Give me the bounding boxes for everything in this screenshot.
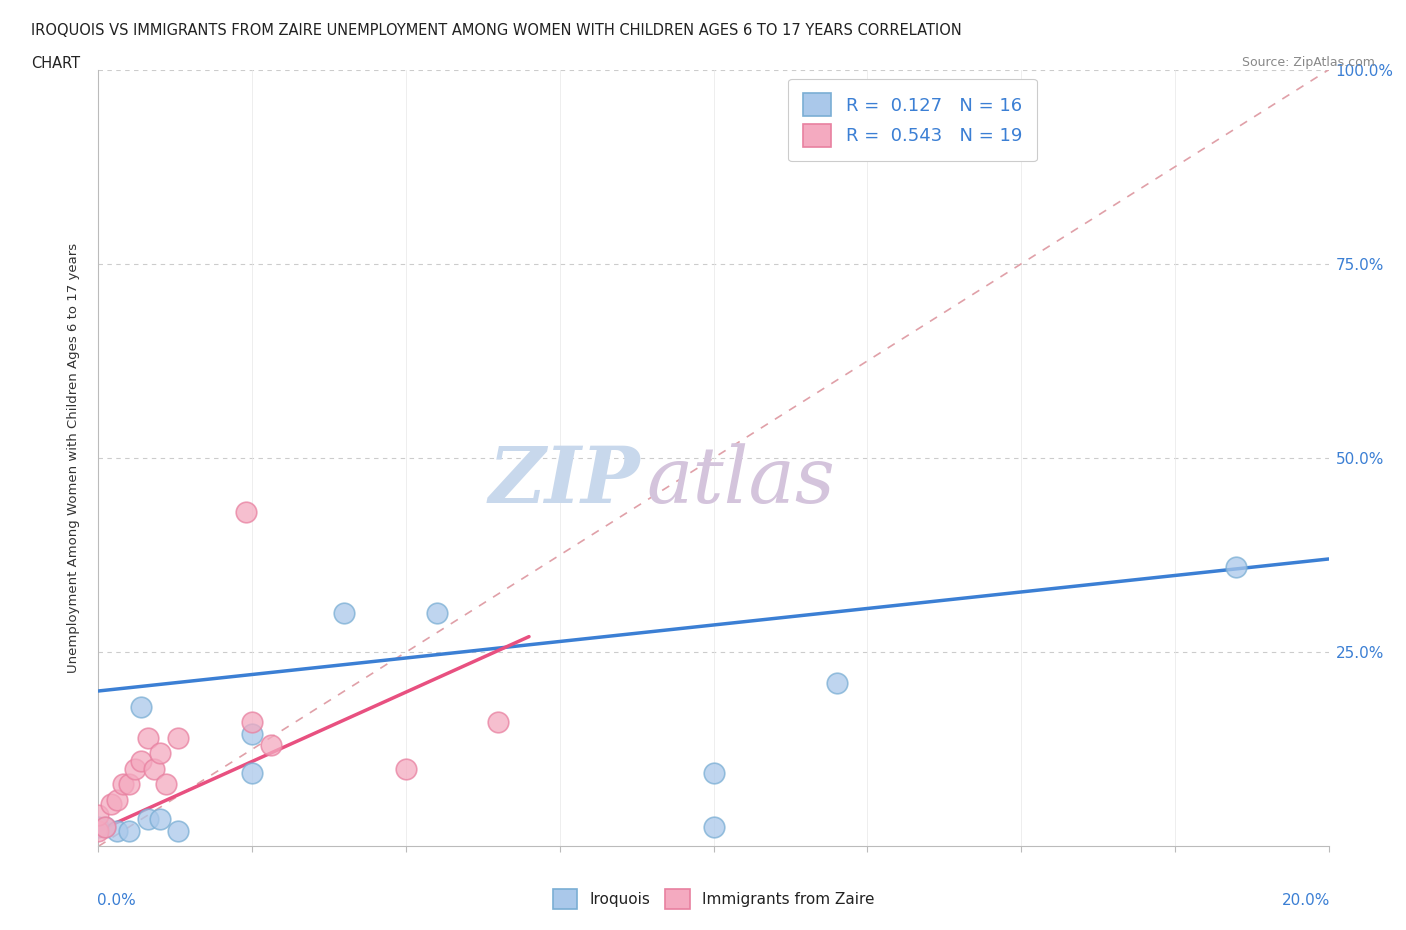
Point [100, 796, 122, 811]
Point [240, 714, 263, 729]
Point [167, 823, 190, 838]
Point [112, 777, 135, 791]
Point [87, 808, 110, 823]
Point [136, 812, 159, 827]
Text: 0.0%: 0.0% [97, 893, 136, 908]
Point [93, 819, 115, 834]
Point [105, 823, 128, 838]
Point [105, 792, 128, 807]
Point [118, 777, 141, 791]
Point [167, 730, 190, 745]
Text: Source: ZipAtlas.com: Source: ZipAtlas.com [1241, 56, 1375, 69]
Y-axis label: Unemployment Among Women with Children Ages 6 to 17 years: Unemployment Among Women with Children A… [67, 243, 80, 673]
Point [1225, 559, 1247, 574]
Point [87, 823, 110, 838]
Point [136, 730, 159, 745]
Point [118, 823, 141, 838]
Point [240, 765, 263, 780]
Text: CHART: CHART [31, 56, 80, 71]
Point [93, 819, 115, 834]
Point [426, 606, 449, 621]
Point [131, 753, 153, 768]
Point [155, 777, 177, 791]
Point [149, 812, 172, 827]
Text: IROQUOIS VS IMMIGRANTS FROM ZAIRE UNEMPLOYMENT AMONG WOMEN WITH CHILDREN AGES 6 : IROQUOIS VS IMMIGRANTS FROM ZAIRE UNEMPL… [31, 23, 962, 38]
Point [235, 505, 257, 520]
Legend: Iroquois, Immigrants from Zaire: Iroquois, Immigrants from Zaire [546, 882, 882, 916]
Text: ZIP: ZIP [488, 443, 640, 520]
Point [149, 746, 172, 761]
Point [240, 726, 263, 741]
Point [260, 737, 283, 752]
Point [142, 761, 165, 776]
Text: 20.0%: 20.0% [1281, 893, 1330, 908]
Point [333, 606, 356, 621]
Point [703, 819, 725, 834]
Point [486, 714, 509, 729]
Point [87, 819, 110, 834]
Point [124, 761, 146, 776]
Text: atlas: atlas [645, 444, 835, 520]
Point [703, 765, 725, 780]
Point [131, 699, 153, 714]
Point [825, 676, 848, 691]
Point [395, 761, 418, 776]
